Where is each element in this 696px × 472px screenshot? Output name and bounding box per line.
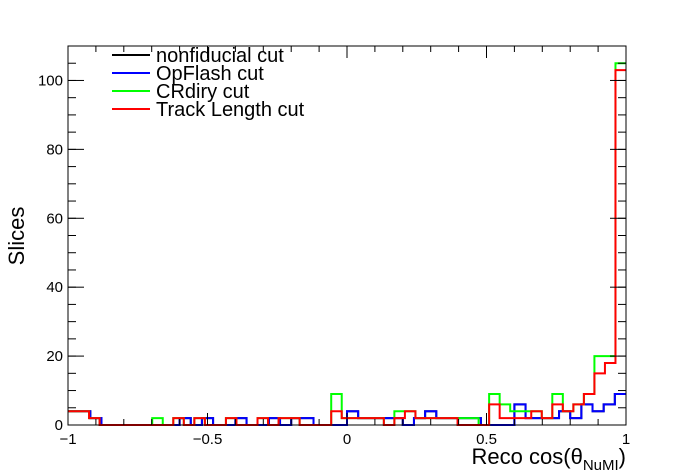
plot-frame [67,45,627,426]
y-tick-label: 60 [46,210,63,227]
x-axis-title-sub: NuMI [583,457,619,472]
y-tick-label: 0 [55,417,63,434]
y-tick-label: 80 [46,141,63,158]
series-line-3 [68,62,626,426]
y-tick-label: 20 [46,348,63,365]
x-axis-title-main: Reco cos(θ [472,444,583,469]
legend-label: nonfiducial cut [156,45,284,67]
x-tick-label: 1 [622,431,630,448]
legend-label: Track Length cut [156,99,305,121]
y-tick-label: 40 [46,279,63,296]
x-tick-label: −1 [59,431,76,448]
x-tick-label: 0 [343,431,351,448]
legend-label: OpFlash cut [156,63,264,85]
x-axis-title: Reco cos(θNuMI) [472,444,626,472]
legend-label: CRdiry cut [156,81,250,103]
y-tick-label: 100 [38,72,63,89]
series-line-4 [68,69,626,426]
x-tick-label: 0.5 [476,431,497,448]
y-axis-title: Slices [4,207,29,266]
x-axis-title-close: ) [619,444,626,469]
ticks-layer: −1 −0.5 0 0.5 1 0 20 40 60 80 100 [38,45,630,448]
series-layer [68,62,626,426]
x-tick-label: −0.5 [193,431,223,448]
